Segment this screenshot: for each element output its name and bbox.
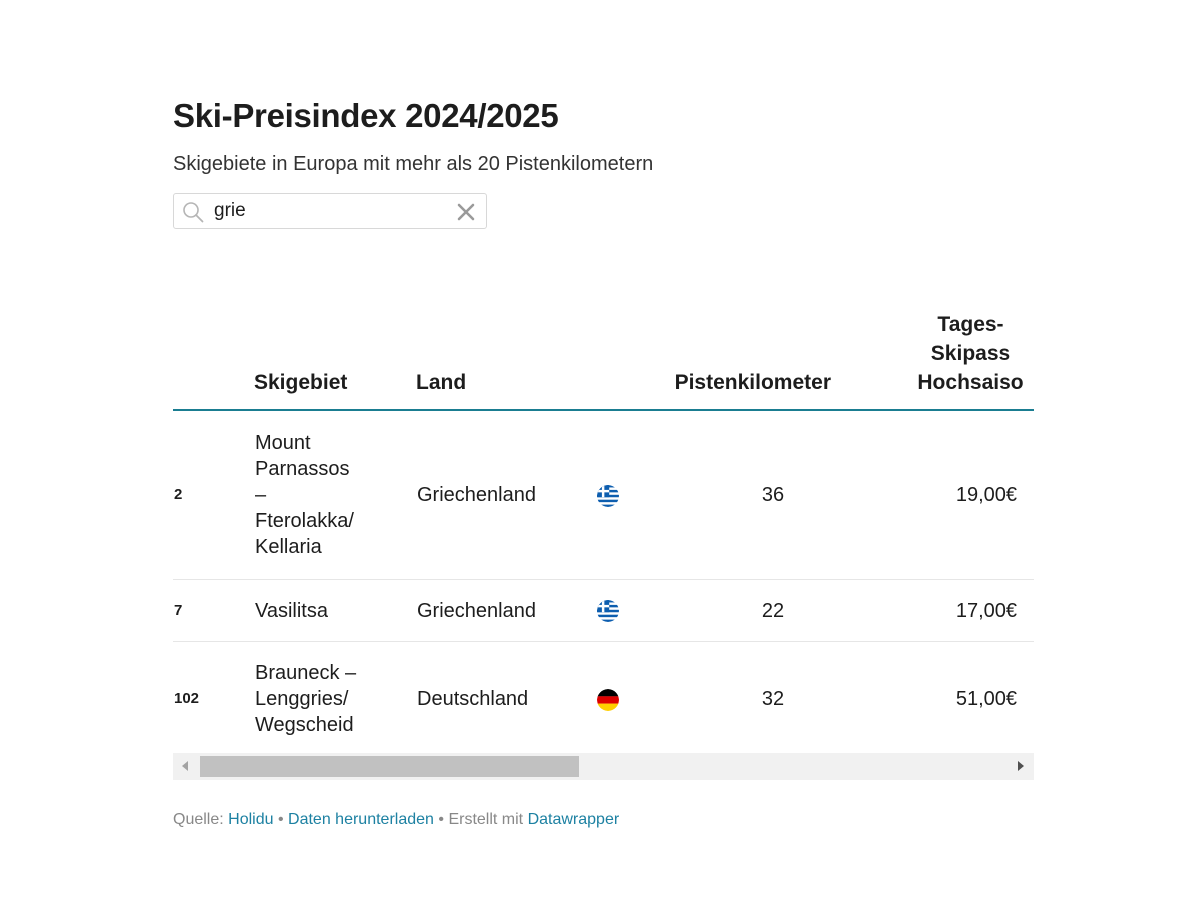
column-header-price-line1: Tages- — [937, 313, 1004, 336]
column-header-flag — [596, 310, 658, 411]
cell-rank: 102 — [174, 690, 200, 707]
cell-skigebiet: Vasilitsa — [254, 579, 416, 642]
footer-separator: • — [438, 811, 444, 828]
cell-pistenkilometer: 32 — [761, 688, 785, 710]
table-header-row: Skigebiet Land Pistenkilometer Tages- Sk… — [173, 310, 1034, 411]
source-link[interactable]: Holidu — [228, 811, 274, 828]
search-icon — [183, 201, 204, 222]
search-input[interactable] — [214, 194, 444, 227]
scroll-right-arrow-icon[interactable] — [1018, 761, 1024, 771]
greece-flag-icon — [597, 484, 619, 507]
cell-flag — [596, 642, 658, 757]
cell-price: 19,00€ — [888, 410, 1034, 580]
table-row: 7 Vasilitsa Griechenland — [173, 579, 1034, 642]
germany-flag-icon — [597, 688, 619, 711]
cell-flag — [596, 410, 658, 580]
column-header-price-line3: Hochsaiso — [917, 371, 1024, 394]
cell-skigebiet-line: Vasilitsa — [255, 599, 328, 622]
column-header-pistenkilometer[interactable]: Pistenkilometer — [658, 310, 888, 411]
table-row: 2 Mount Parnassos – Fterolakka/ Kellaria… — [173, 410, 1034, 580]
cell-land: Griechenland — [416, 410, 596, 580]
horizontal-scrollbar[interactable] — [173, 753, 1034, 780]
cell-skigebiet-line: Brauneck – — [255, 662, 357, 684]
greece-flag-icon — [597, 600, 619, 623]
cell-skigebiet-line: Lenggries/ — [255, 688, 349, 710]
column-header-price[interactable]: Tages- Skipass Hochsaiso — [888, 310, 1034, 411]
scrollbar-thumb[interactable] — [200, 756, 580, 777]
column-header-land[interactable]: Land — [416, 310, 596, 411]
page-subtitle: Skigebiete in Europa mit mehr als 20 Pis… — [173, 152, 654, 175]
close-icon[interactable] — [456, 202, 476, 222]
column-header-price-line2: Skipass — [930, 342, 1011, 365]
column-header-skigebiet[interactable]: Skigebiet — [254, 310, 416, 411]
cell-skigebiet-line: – — [255, 484, 267, 506]
cell-skigebiet-line: Mount — [255, 432, 311, 454]
cell-pistenkilometer: 36 — [658, 410, 888, 580]
cell-rank: 2 — [173, 410, 254, 580]
cell-skigebiet-line: Fterolakka/ — [255, 510, 354, 532]
column-header-rank[interactable] — [173, 310, 254, 411]
download-data-link[interactable]: Daten herunterladen — [288, 811, 434, 828]
cell-land: Griechenland — [416, 579, 596, 642]
cell-skigebiet: Mount Parnassos – Fterolakka/ Kellaria — [254, 410, 416, 580]
page-title: Ski-Preisindex 2024/2025 — [173, 97, 559, 134]
search-box — [173, 192, 487, 229]
scroll-left-arrow-icon[interactable] — [182, 761, 188, 771]
footer: Quelle: Holidu • Daten herunterladen • E… — [173, 811, 619, 829]
cell-skigebiet: Brauneck – Lenggries/ Wegscheid — [254, 642, 416, 757]
footer-separator: • — [277, 811, 284, 828]
cell-rank: 7 — [173, 579, 254, 642]
chart-container: Ski-Preisindex 2024/2025 Skigebiete in E… — [173, 96, 1034, 828]
cell-skigebiet-line: Kellaria — [255, 536, 322, 558]
cell-skigebiet-line: Wegscheid — [255, 714, 354, 736]
footer-source-label: Quelle: — [173, 811, 224, 828]
data-table-viewport: Skigebiet Land Pistenkilometer Tages- Sk… — [173, 310, 1034, 756]
table-row: 102 Brauneck – Lenggries/ Wegscheid Deut… — [173, 642, 1034, 757]
cell-land: Deutschland — [417, 688, 529, 710]
datawrapper-link[interactable]: Datawrapper — [527, 811, 620, 828]
cell-price: 17,00€ — [888, 579, 1034, 642]
cell-skigebiet-line: Parnassos — [255, 458, 350, 480]
cell-price: 51,00€ — [955, 688, 1017, 710]
footer-created-label: Erstellt mit — [448, 811, 524, 828]
cell-pistenkilometer: 22 — [658, 579, 888, 642]
cell-flag — [596, 579, 658, 642]
data-table: Skigebiet Land Pistenkilometer Tages- Sk… — [173, 310, 1034, 756]
